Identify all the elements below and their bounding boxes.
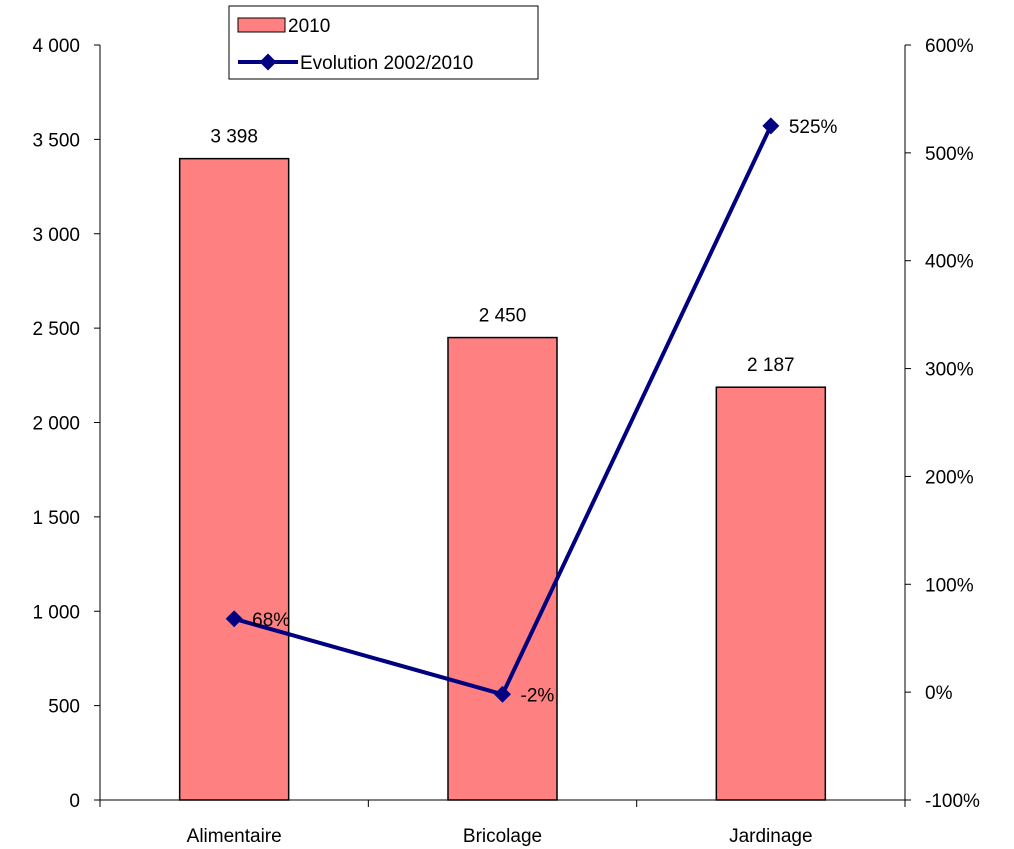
line-data-labels: 68% -2% 525% [252, 117, 837, 706]
line-data-label: 68% [252, 610, 290, 631]
line-marker [762, 117, 780, 135]
left-axis-tick-label: 500 [48, 697, 80, 718]
line-series [225, 117, 780, 703]
legend-label-line: Evolution 2002/2010 [300, 53, 473, 74]
left-axis-tick-label: 3 000 [32, 225, 80, 246]
x-axis-category-label: Jardinage [729, 826, 812, 847]
bar [447, 336, 558, 801]
left-axis-tick-label: 2 500 [32, 319, 80, 340]
line-marker [225, 610, 243, 628]
x-axis: Alimentaire Bricolage Jardinage [99, 799, 906, 847]
right-axis-tick-label: 300% [925, 360, 974, 381]
bar-data-label: 3 398 [210, 127, 258, 148]
legend-label-bar: 2010 [288, 16, 330, 37]
bar-data-label: 2 187 [747, 355, 795, 376]
right-y-axis: -100% 0% 100% 200% 300% 400% 500% 600% [904, 36, 980, 812]
left-y-axis: 0 500 1 000 1 500 2 000 2 500 3 000 3 500 4 000 [32, 36, 101, 812]
right-axis-tick-label: 600% [925, 36, 974, 57]
bar-data-label: 2 450 [479, 306, 527, 327]
left-axis-tick-label: 1 500 [32, 508, 80, 529]
line-data-label: -2% [521, 685, 555, 706]
right-axis-tick-label: 0% [925, 683, 953, 704]
left-axis-tick-label: 0 [69, 791, 80, 812]
line-marker [494, 685, 511, 703]
left-axis-tick-label: 2 000 [32, 414, 80, 435]
bar-series [178, 157, 827, 801]
line-data-label: 525% [789, 117, 838, 138]
bar-data-labels: 3 398 2 450 2 187 [210, 127, 794, 377]
left-axis-tick-label: 4 000 [32, 36, 80, 57]
legend-swatch-bar [237, 17, 286, 33]
right-axis-tick-label: 200% [925, 467, 974, 488]
left-axis-tick-label: 1 000 [32, 602, 80, 623]
legend: 2010 Evolution 2002/2010 [228, 5, 539, 80]
right-axis-tick-label: 100% [925, 575, 974, 596]
left-axis-tick-label: 3 500 [32, 130, 80, 151]
bar [715, 386, 827, 801]
right-axis-tick-label: 500% [925, 144, 974, 165]
x-axis-category-label: Alimentaire [187, 826, 282, 847]
right-axis-tick-label: -100% [925, 791, 980, 812]
right-axis-tick-label: 400% [925, 252, 974, 273]
bar [178, 157, 290, 801]
x-axis-category-label: Bricolage [463, 826, 542, 847]
